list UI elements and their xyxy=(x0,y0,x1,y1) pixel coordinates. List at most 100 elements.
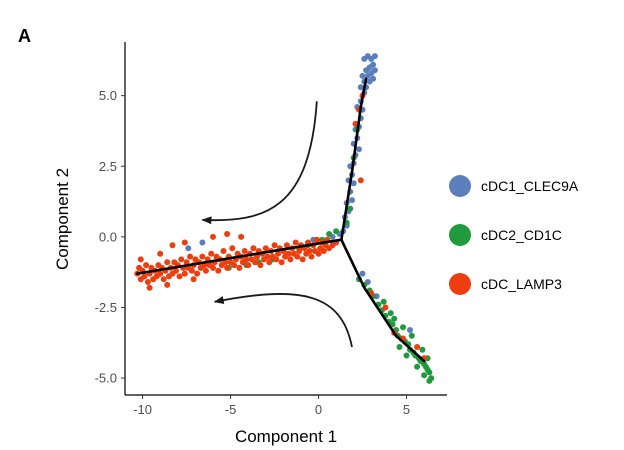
point-2-127 xyxy=(382,304,389,311)
point-2-102 xyxy=(313,236,320,243)
point-2-5 xyxy=(143,262,150,269)
y-tick-label: -2.5 xyxy=(95,300,117,315)
point-2-37 xyxy=(199,253,206,260)
point-1-25 xyxy=(421,372,428,379)
point-2-51 xyxy=(224,264,231,271)
point-2-24 xyxy=(176,273,183,280)
point-1-31 xyxy=(387,310,394,317)
point-2-75 xyxy=(266,259,273,266)
point-2-112 xyxy=(157,250,164,257)
point-0-3 xyxy=(371,53,378,60)
point-2-90 xyxy=(292,239,299,246)
y-axis-label: Component 2 xyxy=(53,168,72,270)
point-2-54 xyxy=(229,245,236,252)
point-2-119 xyxy=(164,281,171,288)
point-2-91 xyxy=(294,253,301,260)
y-tick-label: -5.0 xyxy=(95,371,117,386)
point-1-32 xyxy=(380,298,387,305)
point-2-25 xyxy=(178,256,185,263)
point-2-99 xyxy=(308,253,315,260)
point-2-94 xyxy=(299,256,306,263)
point-0-44 xyxy=(185,245,192,252)
plot-area xyxy=(134,53,435,384)
point-1-28 xyxy=(396,344,403,350)
point-2-39 xyxy=(202,267,209,274)
trajectory-branch-0 xyxy=(136,238,343,275)
point-2-55 xyxy=(231,262,238,269)
point-1-38 xyxy=(347,205,354,212)
point-1-22 xyxy=(426,369,433,376)
point-2-121 xyxy=(137,256,144,263)
legend-label-2: cDC_LAMP3 xyxy=(481,276,562,292)
point-2-6 xyxy=(144,279,151,285)
point-2-120 xyxy=(190,276,197,283)
point-2-34 xyxy=(194,270,201,277)
point-2-58 xyxy=(236,264,243,271)
point-2-87 xyxy=(287,256,294,263)
legend-swatch-1 xyxy=(449,224,471,246)
x-ticks: -10 -5 0 5 xyxy=(133,395,410,417)
point-1-41 xyxy=(333,228,340,235)
point-2-129 xyxy=(414,344,421,350)
x-tick-label: -10 xyxy=(133,402,152,417)
point-2-92 xyxy=(296,248,303,254)
point-2-80 xyxy=(275,250,282,257)
point-2-78 xyxy=(271,242,278,249)
point-1-30 xyxy=(400,324,406,331)
legend: cDC1_CLEC9A cDC2_CD1C cDC_LAMP3 xyxy=(449,175,579,295)
y-tick-label: 2.5 xyxy=(99,159,117,174)
point-2-61 xyxy=(241,248,248,254)
legend-label-0: cDC1_CLEC9A xyxy=(481,178,579,194)
point-0-24 xyxy=(356,146,362,153)
point-2-62 xyxy=(243,256,250,263)
point-2-15 xyxy=(160,276,167,283)
point-2-73 xyxy=(262,245,269,252)
point-2-118 xyxy=(146,284,153,291)
point-2-86 xyxy=(285,250,292,257)
point-2-82 xyxy=(278,259,285,266)
point-2-125 xyxy=(357,177,364,184)
point-2-4 xyxy=(141,273,148,280)
point-2-63 xyxy=(245,262,252,269)
panel-label: A xyxy=(18,26,31,46)
point-2-85 xyxy=(283,242,290,249)
y-tick-label: 0.0 xyxy=(99,229,117,244)
point-2-46 xyxy=(215,267,222,274)
annotation-arrow-1 xyxy=(213,293,353,348)
point-0-10 xyxy=(359,72,366,79)
point-2-116 xyxy=(224,231,231,237)
point-1-24 xyxy=(426,377,433,384)
point-2-13 xyxy=(157,270,164,277)
point-2-27 xyxy=(181,270,188,277)
x-axis-label: Component 1 xyxy=(235,427,337,446)
point-0-15 xyxy=(357,84,364,91)
legend-swatch-0 xyxy=(449,175,471,197)
point-2-70 xyxy=(257,262,264,269)
point-1-26 xyxy=(414,363,421,370)
point-2-114 xyxy=(181,239,188,246)
legend-swatch-2 xyxy=(449,273,471,295)
point-2-106 xyxy=(320,248,327,254)
point-2-28 xyxy=(183,259,190,266)
point-2-31 xyxy=(188,267,195,274)
point-0-8 xyxy=(371,67,378,74)
y-ticks: -5.0 -2.5 0.0 2.5 5.0 xyxy=(95,88,125,386)
point-2-43 xyxy=(210,264,216,271)
point-2-50 xyxy=(222,259,229,266)
point-2-67 xyxy=(252,259,259,266)
point-0-9 xyxy=(364,72,371,79)
point-2-74 xyxy=(264,253,271,260)
trajectory-branch-1 xyxy=(340,77,368,241)
trajectory-branch-2 xyxy=(340,238,426,363)
x-tick-label: -5 xyxy=(225,402,237,417)
point-2-30 xyxy=(187,253,194,260)
point-2-22 xyxy=(173,267,179,274)
point-0-13 xyxy=(370,75,377,82)
annotation-arrow-0 xyxy=(201,101,318,225)
point-2-103 xyxy=(315,250,322,257)
point-2-115 xyxy=(210,233,216,240)
point-2-42 xyxy=(208,250,215,257)
point-1-33 xyxy=(391,315,398,322)
point-0-45 xyxy=(359,270,366,277)
